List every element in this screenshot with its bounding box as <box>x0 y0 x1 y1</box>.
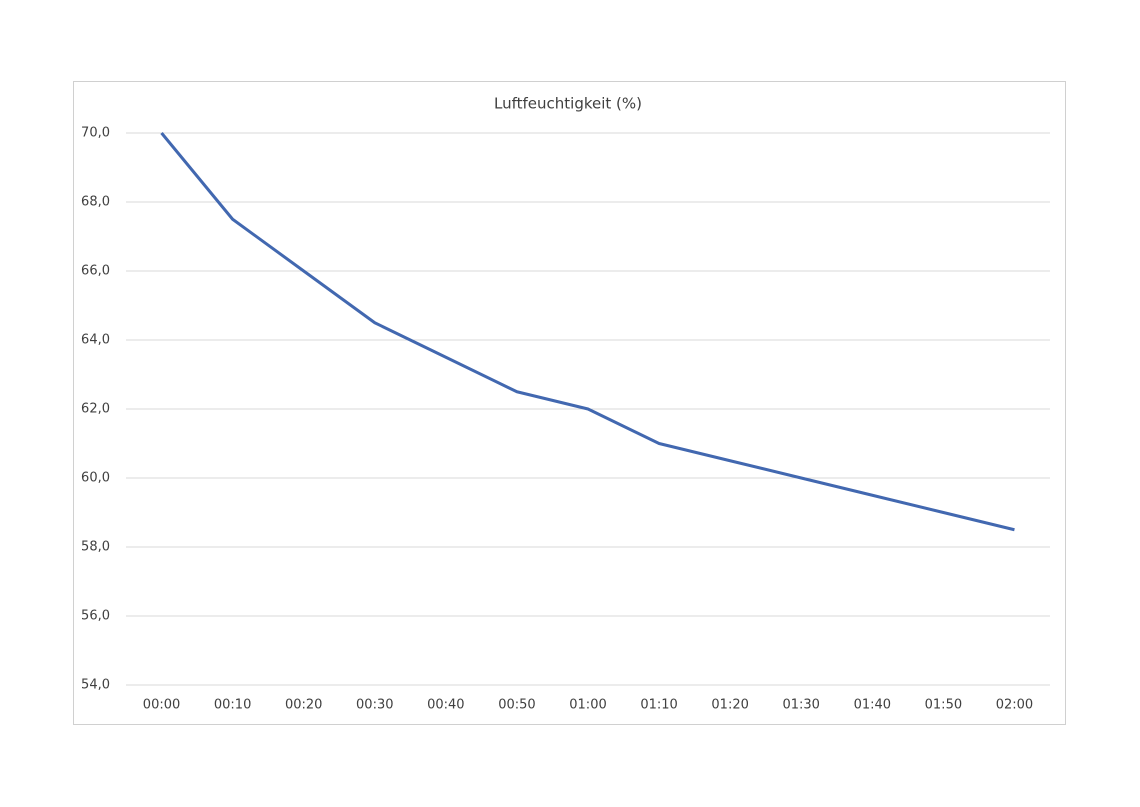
x-tick-label: 01:50 <box>925 698 962 713</box>
x-tick-label: 01:30 <box>782 698 819 713</box>
y-tick-label: 60,0 <box>81 471 110 486</box>
y-tick-label: 70,0 <box>81 126 110 141</box>
x-tick-label: 00:00 <box>143 698 180 713</box>
y-tick-label: 64,0 <box>81 333 110 348</box>
y-tick-label: 56,0 <box>81 609 110 624</box>
x-tick-label: 01:00 <box>569 698 606 713</box>
x-tick-label: 00:40 <box>427 698 464 713</box>
y-tick-label: 66,0 <box>81 264 110 279</box>
x-tick-label: 02:00 <box>996 698 1033 713</box>
x-tick-label: 01:40 <box>854 698 891 713</box>
x-tick-label: 00:30 <box>356 698 393 713</box>
y-tick-label: 58,0 <box>81 540 110 555</box>
chart-title: Luftfeuchtigkeit (%) <box>494 95 642 113</box>
x-tick-label: 00:50 <box>498 698 535 713</box>
data-line <box>160 132 1015 532</box>
x-tick-label: 01:20 <box>711 698 748 713</box>
x-tick-label: 00:10 <box>214 698 251 713</box>
x-tick-label: 00:20 <box>285 698 322 713</box>
y-tick-label: 68,0 <box>81 195 110 210</box>
x-tick-label: 01:10 <box>640 698 677 713</box>
y-tick-label: 54,0 <box>81 678 110 693</box>
y-tick-label: 62,0 <box>81 402 110 417</box>
